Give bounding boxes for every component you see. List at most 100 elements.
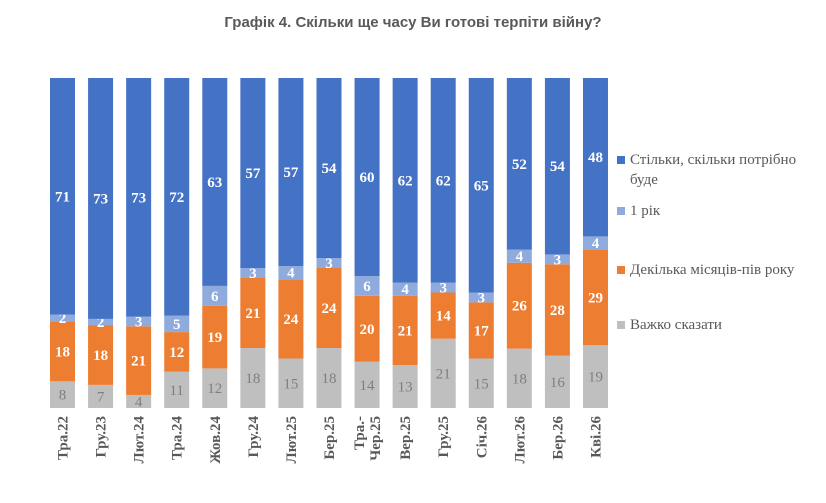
bar-segment [354, 78, 380, 276]
data-label: 3 [135, 314, 143, 330]
data-label: 26 [512, 299, 528, 315]
data-label: 13 [398, 380, 413, 396]
bar-segment [430, 282, 456, 293]
data-label: 14 [360, 378, 376, 394]
bar-segment [544, 254, 570, 265]
bar-segment [164, 371, 190, 408]
data-label: 54 [321, 161, 337, 177]
x-tick-label: Чер.25 [368, 416, 384, 461]
legend-swatch [617, 156, 625, 164]
data-label: 12 [207, 381, 222, 397]
data-label: 21 [398, 323, 413, 339]
bar-segment [430, 338, 456, 408]
x-tick-label: Вер.25 [398, 416, 414, 460]
bar-segment [582, 236, 608, 250]
legend-label: Важко сказати [630, 317, 722, 333]
bar-segment [468, 358, 494, 408]
legend-swatch [617, 207, 625, 215]
data-label: 4 [287, 266, 295, 282]
x-tick-label: Жов.24 [208, 416, 224, 464]
legend-label: Декілька місяців-пів року [630, 262, 795, 278]
bar-segment [316, 78, 342, 258]
bar-segment [468, 78, 494, 293]
data-label: 4 [516, 249, 524, 265]
bar-segment [468, 302, 494, 359]
data-label: 7 [97, 389, 105, 405]
data-label: 63 [207, 175, 222, 191]
x-tick-label: Кві.26 [588, 416, 604, 458]
data-label: 5 [173, 317, 181, 333]
bar-segment [582, 345, 608, 408]
data-label: 3 [249, 266, 257, 282]
data-label: 24 [321, 301, 337, 317]
data-label: 18 [321, 371, 336, 387]
bar-segment [278, 266, 304, 280]
data-label: 3 [478, 290, 486, 306]
bar-segment [582, 78, 608, 237]
bar-segment [50, 381, 75, 408]
data-label: 19 [207, 330, 222, 346]
bar-segment [240, 78, 266, 268]
data-label: 20 [360, 322, 375, 338]
data-label: 18 [93, 348, 108, 364]
bar-segment [392, 78, 418, 283]
bar-segment [240, 278, 266, 348]
bar-segment [506, 262, 532, 349]
data-label: 12 [169, 345, 184, 361]
data-label: 2 [97, 315, 105, 331]
bar-segment [88, 325, 114, 385]
data-label: 54 [550, 159, 566, 175]
data-label: 8 [59, 388, 67, 404]
data-label: 29 [588, 290, 603, 306]
data-label: 28 [550, 303, 565, 319]
bar-segment [354, 361, 380, 408]
bar-segment [164, 315, 190, 333]
bar-segment [544, 78, 570, 255]
bar-segment [50, 78, 75, 315]
legend-swatch [617, 266, 625, 274]
data-label: 62 [398, 173, 413, 189]
bar-segment [240, 348, 266, 408]
data-label: 52 [512, 157, 527, 173]
bar-segment [164, 78, 190, 316]
legend-label: Стільки, скільки потрібно буде [630, 152, 797, 188]
bar-segment [430, 292, 456, 339]
x-tick-label: Лют.24 [132, 416, 148, 464]
x-tick-label: Гру.25 [436, 416, 452, 458]
x-tick-label: Лют.25 [284, 416, 300, 463]
bar-segment [126, 394, 152, 408]
data-label: 62 [436, 173, 451, 189]
bar-segment [506, 78, 532, 250]
bar-segment [88, 318, 114, 326]
data-label: 11 [169, 383, 183, 399]
data-label: 72 [169, 190, 184, 206]
bar-segment [50, 314, 75, 322]
bar-segment [278, 78, 304, 267]
bar-segment [202, 78, 228, 286]
data-label: 57 [245, 166, 261, 182]
data-label: 3 [325, 256, 333, 272]
bar-segment [392, 365, 418, 408]
bar-segment [316, 268, 342, 348]
bar-segment [50, 321, 75, 382]
data-label: 65 [474, 178, 489, 194]
bar-segment [126, 326, 152, 395]
bar-segment [164, 332, 190, 372]
bar-segment [88, 384, 114, 408]
legend-swatch [617, 321, 625, 329]
bar-segment [544, 355, 570, 408]
data-label: 15 [474, 376, 489, 392]
data-label: 15 [283, 376, 298, 392]
data-label: 14 [436, 309, 452, 325]
bar-segment [316, 348, 342, 408]
legend-label: 1 рік [630, 203, 661, 219]
data-label: 18 [245, 371, 260, 387]
x-tick-label: Гру.24 [246, 416, 262, 458]
bar-segment [126, 316, 152, 327]
bar-segment [354, 276, 380, 296]
bar-segment [392, 295, 418, 366]
data-label: 3 [554, 252, 562, 268]
bar-segment [354, 295, 380, 362]
data-label: 4 [401, 282, 409, 298]
